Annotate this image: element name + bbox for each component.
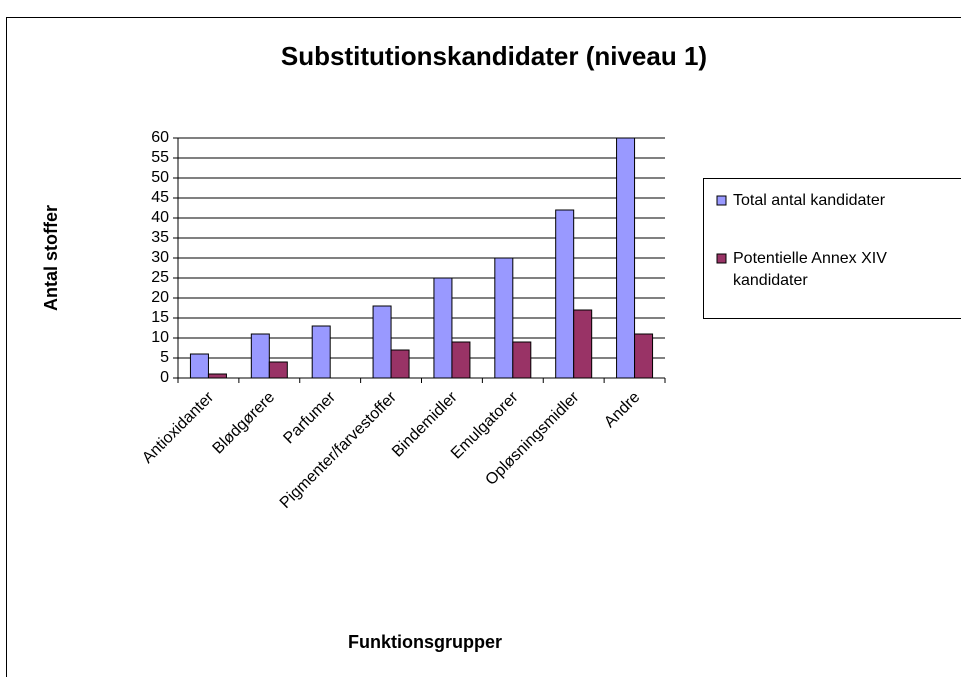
y-tick-label: 10	[151, 329, 169, 346]
legend-label: Potentielle Annex XIV kandidater	[733, 250, 887, 289]
legend-item: Total antal kandidater	[733, 192, 886, 209]
y-tick-label: 0	[160, 369, 169, 386]
y-tick-label: 45	[151, 189, 169, 206]
y-tick-label: 55	[151, 149, 169, 166]
bar	[555, 209, 575, 379]
legend-item: Potentielle Annex XIV kandidater	[733, 250, 887, 289]
y-tick-label: 60	[151, 129, 169, 146]
legend-swatch	[716, 195, 727, 206]
chart-title: Substitutionskandidater (niveau 1)	[281, 41, 707, 71]
y-tick-label: 40	[151, 209, 169, 226]
chart-border	[6, 17, 961, 677]
y-tick-label: 15	[151, 309, 169, 326]
y-tick-label: 35	[151, 229, 169, 246]
bar	[573, 309, 593, 379]
bar	[268, 361, 288, 379]
bar	[207, 373, 227, 379]
y-tick-label: 25	[151, 269, 169, 286]
bar	[390, 349, 410, 379]
y-tick-label: 5	[160, 349, 169, 366]
bar	[189, 353, 209, 379]
x-axis-label: Funktionsgrupper	[348, 632, 502, 652]
y-tick-label: 30	[151, 249, 169, 266]
bar	[433, 277, 453, 379]
legend-swatch	[716, 253, 727, 264]
y-axis-label: Antal stoffer	[41, 205, 61, 311]
bar	[451, 341, 471, 379]
y-tick-label: 50	[151, 169, 169, 186]
bar	[512, 341, 532, 379]
bar	[616, 137, 636, 379]
bar	[634, 333, 654, 379]
bar	[372, 305, 392, 379]
y-tick-label: 20	[151, 289, 169, 306]
bar	[250, 333, 270, 379]
legend-box	[703, 178, 961, 319]
bar	[311, 325, 331, 379]
legend-label: Total antal kandidater	[733, 192, 886, 209]
bar	[494, 257, 514, 379]
